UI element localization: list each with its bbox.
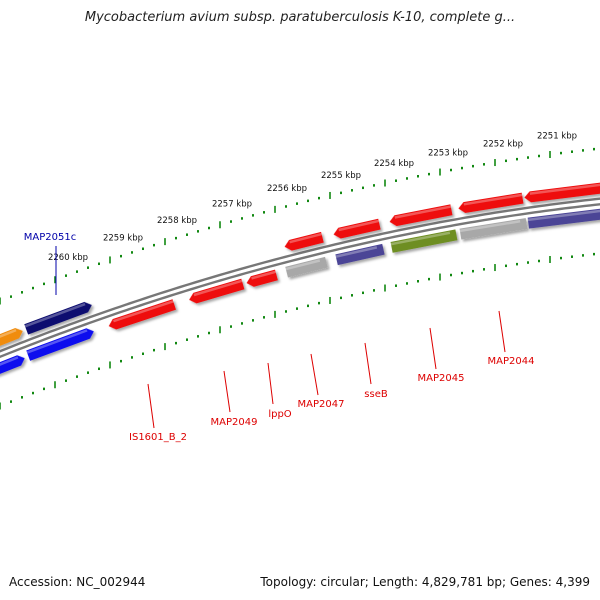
gene-arrow (458, 192, 524, 213)
gene-feature[interactable] (332, 218, 381, 240)
gene-arrow (389, 204, 453, 227)
gene-arrow-highlight (0, 356, 19, 370)
ruler-labels: 2251 kbp 2252 kbp 2253 kbp 2254 kbp 2255 kbp… (48, 132, 577, 263)
gene-label-text: MAP2044 (488, 356, 535, 367)
gene-arrow (285, 256, 328, 278)
gene-label[interactable]: IS1601_B_2 (129, 383, 187, 443)
label-leader-line (310, 353, 319, 396)
gene-arrow (333, 218, 381, 239)
ruler-label: 2258 kbp (157, 216, 197, 226)
gene-arrow (246, 269, 278, 287)
ruler-label: 2256 kbp (267, 184, 307, 194)
gene-arrow-highlight (289, 232, 322, 244)
gene-arrow-highlight (335, 246, 378, 258)
gene-arrow (189, 278, 245, 304)
label-leader-line (223, 370, 231, 413)
gene-feature[interactable] (0, 326, 25, 349)
gene-arrow (0, 355, 25, 377)
gene-arrow-highlight (24, 302, 86, 328)
ruler-label: 2259 kbp (103, 234, 143, 244)
ruler-label: 2254 kbp (374, 159, 414, 169)
genome-backbone (0, 197, 600, 359)
backbone-outer-line (0, 197, 600, 353)
gene-feature[interactable] (527, 207, 600, 229)
ruler-label: 2252 kbp (483, 139, 523, 149)
gene-feature[interactable] (245, 269, 278, 289)
gene-arrow (527, 207, 600, 229)
gene-arrow-highlight (285, 259, 321, 271)
gene-label[interactable]: lppO (267, 362, 292, 420)
gene-arrow (390, 229, 458, 253)
gene-arrow-highlight (338, 219, 379, 232)
gene-arrow-highlight (463, 193, 523, 206)
map-title: Mycobacterium avium subsp. paratuberculo… (84, 10, 516, 25)
coordinate-ruler (0, 147, 595, 410)
gene-arrow (335, 243, 385, 266)
gene-feature[interactable] (285, 256, 328, 278)
genome-summary: Topology: circular; Length: 4,829,781 bp… (260, 575, 590, 589)
label-leader-line (498, 310, 506, 353)
gene-feature[interactable] (335, 243, 385, 266)
gene-arrow-highlight (390, 231, 451, 246)
gene-arrow (0, 328, 23, 349)
gene-feature[interactable] (107, 299, 176, 331)
gene-arrow (108, 299, 176, 330)
gene-arrow-highlight (527, 209, 600, 222)
gene-feature[interactable] (458, 192, 524, 214)
gene-label-text: sseB (364, 389, 388, 400)
gene-feature[interactable] (524, 181, 600, 204)
gene-label[interactable]: MAP2047 (298, 353, 345, 410)
gene-feature[interactable] (459, 218, 528, 240)
gene-label-text: MAP2051c (24, 232, 76, 243)
gene-features[interactable] (0, 181, 600, 377)
label-leader-line (267, 362, 274, 405)
gene-arrow-highlight (113, 300, 174, 323)
gene-arrow-highlight (529, 182, 600, 195)
gene-label-text: lppO (268, 409, 291, 420)
gene-feature[interactable] (390, 229, 458, 253)
gene-label[interactable]: MAP2051c (24, 232, 76, 295)
gene-label[interactable]: sseB (364, 342, 388, 400)
gene-label[interactable]: MAP2045 (418, 327, 465, 384)
gene-arrow-highlight (394, 205, 452, 219)
gene-arrow (524, 181, 600, 203)
accession-label: Accession: NC_002944 (9, 575, 146, 589)
gene-label-text: MAP2049 (211, 417, 258, 428)
ruler-label: 2251 kbp (537, 132, 577, 142)
gene-arrow-highlight (26, 329, 88, 354)
label-leader-line (147, 383, 155, 429)
gene-arrow-highlight (459, 220, 521, 233)
gene-feature[interactable] (26, 326, 95, 361)
gene-arrow-highlight (193, 279, 243, 297)
gene-arrow-highlight (0, 328, 17, 342)
label-leader-line (364, 342, 372, 385)
ruler-label: 2255 kbp (321, 171, 361, 181)
gene-label[interactable]: MAP2044 (488, 310, 535, 367)
gene-arrow (24, 301, 92, 335)
gene-feature[interactable] (389, 204, 453, 227)
gene-arrow (459, 218, 528, 240)
ruler-label: 2260 kbp (48, 253, 88, 263)
label-leader-line (429, 327, 437, 370)
gene-arrow-highlight (251, 270, 276, 280)
gene-arrow (26, 328, 94, 361)
gene-arrow (284, 231, 324, 251)
gene-feature[interactable] (283, 231, 324, 252)
gene-labels[interactable]: MAP2051c IS1601_B_2 MAP2049 lppO MAP2047 sseB… (24, 232, 535, 443)
ruler-label: 2257 kbp (212, 199, 252, 209)
ruler-label: 2253 kbp (428, 149, 468, 159)
gene-label-text: MAP2045 (418, 373, 465, 384)
gene-label-text: IS1601_B_2 (129, 432, 187, 443)
gene-label[interactable]: MAP2049 (211, 370, 258, 428)
backbone-inner-line (0, 203, 600, 359)
gene-feature[interactable] (188, 278, 245, 305)
gene-feature[interactable] (0, 353, 27, 377)
gene-label-text: MAP2047 (298, 399, 345, 410)
gene-feature[interactable] (24, 300, 93, 335)
